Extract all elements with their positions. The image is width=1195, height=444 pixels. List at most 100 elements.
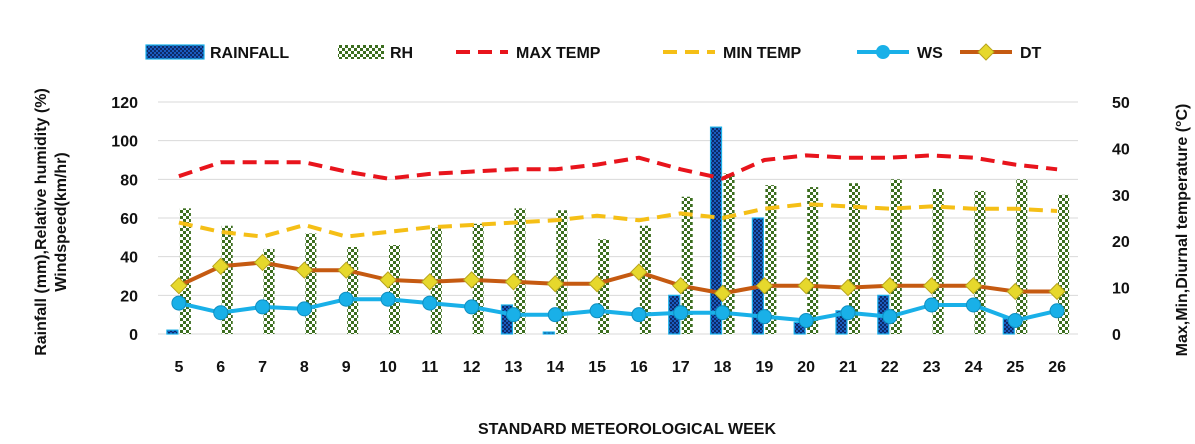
rh-bar [1016, 179, 1028, 334]
rh-bar [514, 208, 526, 334]
dt-point [170, 276, 188, 295]
y-axis-right-title: Max,Min,Diurnal temperature (°C) [1174, 104, 1191, 357]
ws-point [1049, 303, 1065, 319]
ws-point [798, 312, 814, 328]
ws-point [422, 295, 438, 311]
ws-point [1007, 312, 1023, 328]
x-tick-label: 21 [839, 359, 857, 376]
legend-swatch [145, 44, 205, 60]
legend-item-rh: RH [338, 45, 413, 62]
x-tick-label: 6 [216, 359, 225, 376]
ws-point [631, 307, 647, 323]
x-tick-label: 9 [342, 359, 351, 376]
dt-point [462, 271, 481, 289]
rh-bar [598, 239, 610, 334]
x-tick-label: 8 [300, 359, 309, 376]
x-tick-label: 13 [505, 359, 523, 376]
dt-point [630, 263, 648, 281]
dt-line [176, 260, 1060, 296]
rainfall-bar [709, 126, 723, 335]
legend-item-max-temp: MAX TEMP [456, 45, 601, 62]
rh-bar [932, 189, 944, 334]
legend-label: MIN TEMP [723, 45, 802, 62]
dt-point [797, 276, 815, 295]
y-right-tick-label: 20 [1112, 234, 1130, 251]
x-tick-label: 12 [463, 359, 481, 376]
y-right-tick-label: 0 [1112, 327, 1121, 344]
legend-marker [876, 45, 890, 59]
rainfall-bar [751, 217, 764, 335]
legend-item-ws: WS [857, 45, 943, 62]
x-tick-label: 20 [797, 359, 815, 376]
x-tick-label: 16 [630, 359, 648, 376]
dt-point [922, 276, 941, 295]
dt-point [672, 276, 690, 295]
rh-bar [807, 187, 819, 334]
x-tick-label: 7 [258, 359, 267, 376]
x-tick-label: 11 [421, 359, 438, 376]
ws-point [213, 305, 229, 321]
legend-label: RH [390, 45, 413, 62]
legend-label: MAX TEMP [516, 45, 601, 62]
dt-point [1048, 282, 1066, 301]
dt-point [713, 284, 732, 303]
x-tick-label: 14 [546, 359, 564, 376]
dt-point [504, 273, 523, 291]
ws-point [296, 301, 312, 317]
y-left-tick-label: 0 [129, 327, 138, 344]
dt-point [546, 275, 564, 293]
y-left-tick-label: 40 [120, 250, 138, 267]
legend-item-dt: DT [960, 43, 1042, 62]
ws-point [840, 305, 856, 321]
ws-point [255, 299, 271, 315]
x-tick-label: 25 [1006, 359, 1024, 376]
rh-bar [556, 210, 568, 334]
rh-bar [221, 225, 233, 334]
ws-point [547, 307, 563, 323]
dt-point [588, 275, 606, 293]
x-tick-label: 24 [965, 359, 983, 376]
ws-point [589, 303, 605, 319]
y-left-tick-label: 20 [120, 288, 138, 305]
y-right-tick-label: 30 [1112, 188, 1130, 205]
dt-point [212, 257, 230, 276]
x-tick-label: 19 [755, 359, 773, 376]
y-axis-left-title-line1: Rainfall (mm),Relative humidity (%) [33, 88, 50, 356]
legend-label: DT [1020, 45, 1042, 62]
ws-point [171, 295, 187, 311]
rh-bar [723, 173, 735, 334]
y-axis-left-title-line2: Windspeed(km/hr) [53, 152, 70, 291]
y-right-tick-label: 40 [1112, 141, 1130, 158]
x-tick-label: 15 [588, 359, 606, 376]
x-tick-label: 26 [1048, 359, 1066, 376]
dt-point [295, 261, 314, 279]
legend-marker [977, 43, 995, 61]
rh-bar [681, 196, 693, 334]
ws-point [965, 297, 981, 313]
x-tick-label: 17 [672, 359, 690, 376]
dt-point [839, 278, 857, 297]
legend-item-rainfall: RAINFALL [145, 44, 289, 62]
y-left-tick-label: 100 [111, 134, 138, 151]
rh-bar [849, 183, 860, 334]
ws-point [673, 305, 689, 321]
min-temp-line [178, 202, 1058, 239]
rh-bar [1058, 194, 1070, 334]
x-tick-label: 10 [379, 359, 397, 376]
x-tick-label: 23 [923, 359, 941, 376]
x-axis-title: STANDARD METEOROLOGICAL WEEK [478, 421, 777, 438]
ws-point [715, 305, 731, 321]
legend-item-min-temp: MIN TEMP [663, 45, 802, 62]
rh-bar [305, 233, 317, 334]
ws-point [882, 309, 898, 325]
rh-bar [974, 190, 986, 334]
x-tick-label: 22 [881, 359, 899, 376]
rh-bar [639, 225, 651, 334]
ws-point [756, 309, 772, 325]
x-tick-label: 18 [714, 359, 732, 376]
legend: RAINFALL RH MAX TEMP MIN TEMP WS DT [145, 43, 1042, 62]
rainfall-bar [542, 331, 555, 335]
y-right-tick-label: 50 [1112, 95, 1130, 112]
rainfall-bar [166, 329, 179, 335]
